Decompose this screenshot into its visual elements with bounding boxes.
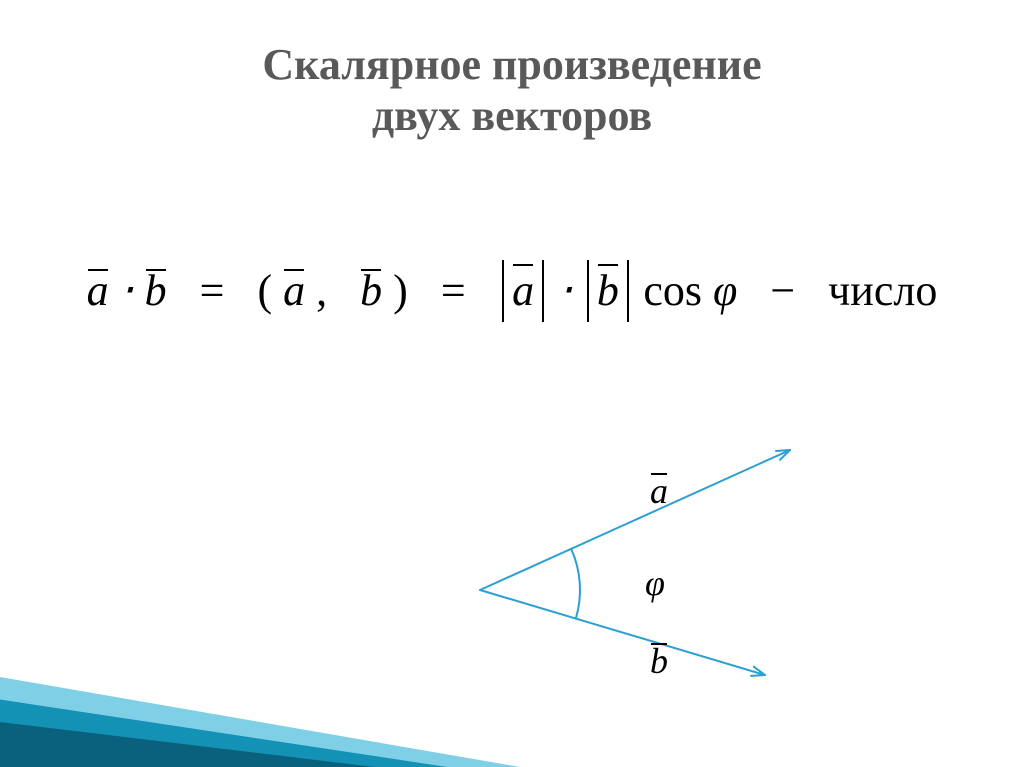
eq-2: = — [441, 266, 466, 315]
word-chislo: число — [828, 266, 937, 315]
vector-diagram-svg — [420, 420, 820, 680]
vector-b — [480, 590, 765, 675]
label-b: b — [650, 640, 668, 682]
rparen: ) — [393, 266, 408, 315]
vector-diagram: a bφ — [420, 420, 820, 680]
space-4 — [419, 266, 430, 315]
label-phi: φ — [645, 562, 665, 604]
space-1 — [178, 266, 189, 315]
abs-a: a — [502, 260, 544, 322]
vector-a — [480, 450, 790, 590]
angle-arc — [571, 549, 580, 619]
comma: , — [316, 266, 327, 315]
title-line2: двух векторов — [372, 91, 652, 140]
minus: − — [770, 266, 795, 315]
dot-2: ⋅ — [558, 266, 572, 315]
corner-triangle-svg — [0, 677, 520, 767]
dot-1: ⋅ — [120, 266, 134, 315]
var-a-1: a — [87, 265, 109, 316]
cos: cos — [643, 266, 702, 315]
label-a: a — [650, 470, 668, 512]
eq-1: = — [200, 266, 225, 315]
title-line1: Скалярное произведение — [262, 40, 761, 89]
space-5 — [477, 266, 488, 315]
var-a-3: a — [512, 260, 534, 322]
lparen: ( — [258, 266, 273, 315]
space-3 — [338, 266, 349, 315]
space-7 — [806, 266, 817, 315]
formula: a ⋅ b = ( a , b ) = a ⋅ b cos φ − число — [0, 260, 1024, 322]
corner-triangle — [0, 677, 520, 767]
slide-title: Скалярное произведение двух векторов — [0, 40, 1024, 141]
var-b-3: b — [597, 260, 619, 322]
space-6 — [748, 266, 759, 315]
var-b-1: b — [145, 265, 167, 316]
var-b-2: b — [360, 265, 382, 316]
var-a-2: a — [283, 265, 305, 316]
phi: φ — [713, 266, 737, 315]
space-2 — [236, 266, 247, 315]
abs-b: b — [587, 260, 629, 322]
